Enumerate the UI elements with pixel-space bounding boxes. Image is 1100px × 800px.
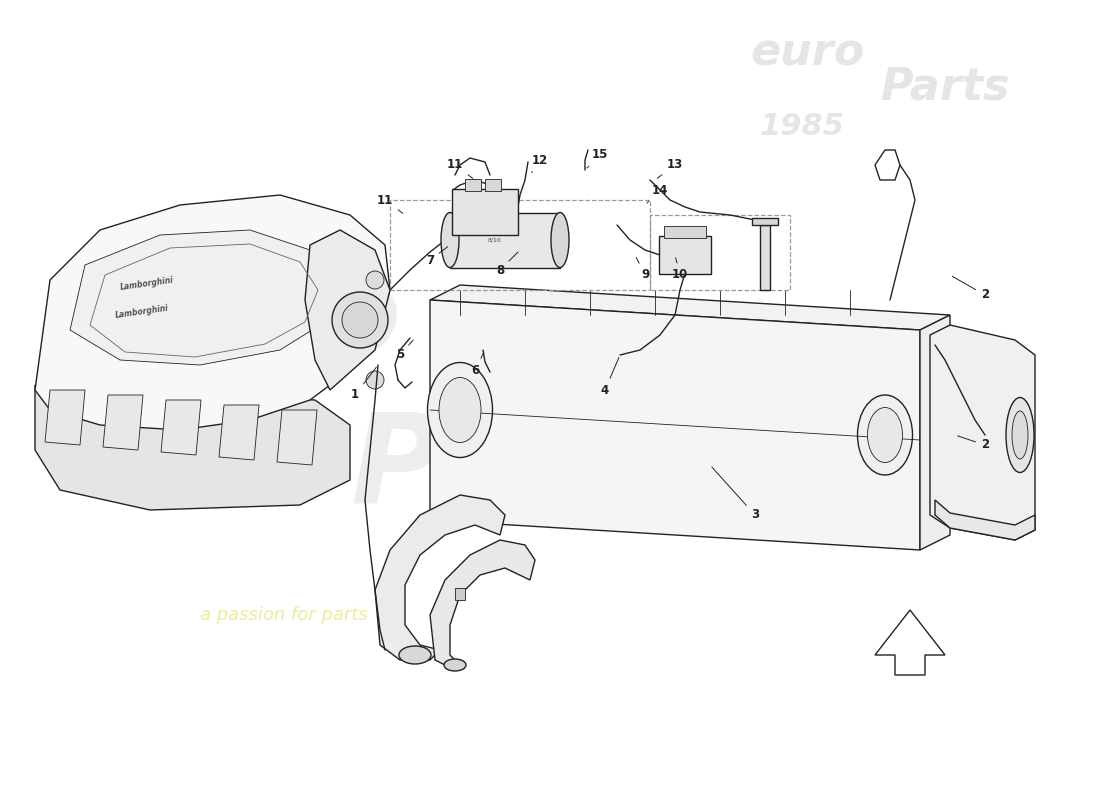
Polygon shape — [920, 315, 950, 550]
Polygon shape — [35, 385, 350, 510]
Ellipse shape — [439, 378, 481, 442]
Text: 4: 4 — [601, 358, 619, 397]
Ellipse shape — [428, 362, 493, 458]
Ellipse shape — [868, 407, 902, 462]
Text: 1985: 1985 — [760, 112, 845, 141]
Ellipse shape — [1006, 398, 1034, 473]
Ellipse shape — [858, 395, 913, 475]
Polygon shape — [455, 588, 465, 600]
Polygon shape — [277, 410, 317, 465]
Text: 11: 11 — [447, 158, 473, 178]
Text: Lamborghini: Lamborghini — [116, 303, 169, 320]
Text: 6: 6 — [471, 353, 484, 377]
Circle shape — [366, 371, 384, 389]
Circle shape — [332, 292, 388, 348]
Text: 13: 13 — [657, 158, 683, 178]
Text: 10: 10 — [672, 258, 689, 282]
Polygon shape — [305, 230, 390, 390]
Text: Parts: Parts — [350, 410, 714, 530]
Text: 15: 15 — [587, 149, 608, 168]
Ellipse shape — [441, 213, 459, 267]
Text: 1: 1 — [351, 367, 376, 402]
Ellipse shape — [551, 213, 569, 267]
Polygon shape — [219, 405, 258, 460]
Ellipse shape — [444, 659, 466, 671]
Polygon shape — [752, 218, 778, 225]
Polygon shape — [103, 395, 143, 450]
FancyBboxPatch shape — [659, 236, 711, 274]
Polygon shape — [35, 195, 390, 430]
Polygon shape — [375, 495, 505, 660]
Polygon shape — [935, 500, 1035, 540]
Text: 12: 12 — [531, 154, 548, 173]
Polygon shape — [430, 540, 535, 670]
Text: 11: 11 — [377, 194, 403, 214]
Circle shape — [366, 271, 384, 289]
Text: 3: 3 — [712, 467, 759, 522]
Text: a passion for parts: a passion for parts — [200, 606, 367, 624]
Polygon shape — [760, 225, 770, 290]
Ellipse shape — [399, 646, 431, 664]
Text: Lamborghini: Lamborghini — [120, 275, 175, 292]
Text: 2: 2 — [953, 276, 989, 302]
Text: 7: 7 — [426, 246, 448, 266]
Polygon shape — [430, 300, 920, 550]
Polygon shape — [430, 285, 950, 330]
Text: 5: 5 — [396, 340, 414, 362]
Polygon shape — [161, 400, 201, 455]
Ellipse shape — [1012, 411, 1028, 459]
Polygon shape — [874, 610, 945, 675]
Polygon shape — [70, 230, 336, 365]
FancyBboxPatch shape — [664, 226, 706, 238]
Text: 8/10: 8/10 — [488, 238, 502, 243]
Text: euro: euro — [750, 31, 865, 74]
FancyBboxPatch shape — [485, 179, 501, 191]
FancyBboxPatch shape — [452, 189, 518, 235]
Text: 14: 14 — [647, 183, 668, 203]
Polygon shape — [450, 213, 560, 267]
Text: 2: 2 — [958, 436, 989, 451]
Text: euro: euro — [80, 259, 402, 381]
Polygon shape — [45, 390, 85, 445]
FancyBboxPatch shape — [465, 179, 481, 191]
Polygon shape — [930, 325, 1035, 540]
Text: 8: 8 — [496, 252, 518, 277]
Text: 9: 9 — [636, 258, 649, 282]
Circle shape — [342, 302, 378, 338]
Text: Parts: Parts — [880, 66, 1010, 109]
